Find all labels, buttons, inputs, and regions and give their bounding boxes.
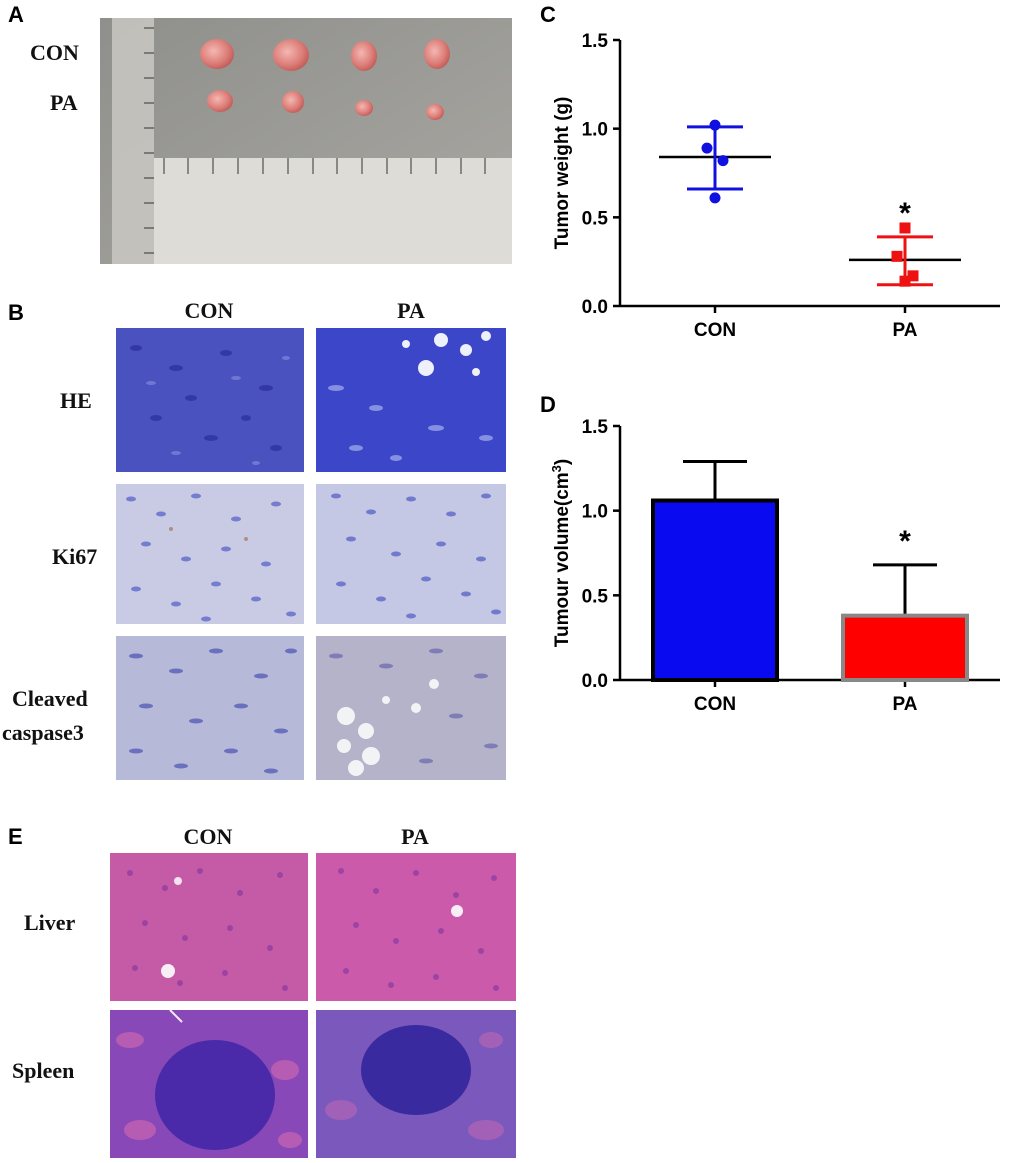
chart-d-bar-con — [651, 498, 779, 682]
panel-a-row-label-pa: PA — [50, 90, 78, 115]
micrograph-spleen-con — [110, 1010, 308, 1158]
vertical-ruler — [112, 18, 154, 264]
panel-letter-c: C — [540, 2, 556, 27]
chart-c-y-tick-label: 0.5 — [582, 208, 609, 229]
chart-c-point-pa — [899, 275, 911, 287]
chart-d-y-tick-label: 1.5 — [582, 417, 609, 438]
micrograph-liver-con — [110, 853, 308, 1001]
chart-d-y-tick-label: 1.0 — [582, 502, 608, 523]
chart-c-point-pa — [899, 222, 911, 234]
chart-d-y-axis-label-close: ) — [552, 459, 573, 465]
chart-c-point-con — [717, 155, 729, 167]
tumor-pa-4 — [426, 104, 444, 120]
panel-b-row-label-he: HE — [60, 388, 92, 413]
chart-c-y-tick-label: 0.0 — [582, 297, 608, 318]
panel-letter-b: B — [8, 300, 24, 325]
micrograph-spleen-pa — [316, 1010, 516, 1158]
chart-c-tumor-weight: 0.0 0.5 1.0 1.5 CON PA Tumor weight (g) * — [552, 31, 1000, 341]
panel-b-row-label-cleaved-1: Cleaved — [12, 686, 88, 711]
chart-c-y-axis-label: Tumor weight (g) — [552, 97, 573, 250]
panel-b-col-label-con: CON — [184, 298, 234, 323]
chart-c-point-con — [709, 192, 721, 204]
chart-c-x-tick-label: CON — [694, 320, 736, 341]
tumor-pa-3 — [355, 100, 373, 116]
chart-d-y-axis-label: Tumour volume(cm3) — [549, 459, 574, 647]
chart-c-y-tick-label: 1.0 — [582, 120, 608, 141]
tumor-photo-svg — [100, 18, 512, 264]
chart-d-significance-asterisk: * — [899, 525, 911, 558]
panel-a-row-label-con: CON — [30, 40, 79, 65]
panel-letter-e: E — [8, 824, 23, 849]
chart-c-y-tick-label: 1.5 — [582, 31, 609, 52]
panel-b-row-label-cleaved-2: caspase3 — [2, 720, 84, 745]
chart-d-x-tick-label: CON — [694, 694, 736, 715]
panel-letter-d: D — [540, 392, 556, 417]
tumor-con-2 — [273, 39, 309, 71]
tumor-con-3 — [351, 41, 377, 71]
chart-d-y-axis-label-superscript: 3 — [549, 465, 564, 472]
panel-e-col-label-pa: PA — [401, 824, 429, 849]
micrograph-caspase-pa — [316, 636, 506, 780]
chart-d-x-tick-label: PA — [893, 694, 918, 715]
horizontal-ruler — [154, 158, 512, 264]
panel-letter-a: A — [8, 2, 24, 27]
panel-e-row-label-liver: Liver — [24, 910, 76, 935]
tumor-con-4 — [424, 39, 450, 69]
panel-b-col-label-pa: PA — [397, 298, 425, 323]
chart-d-tumour-volume: 0.0 0.5 1.0 1.5 CON PA Tumour volume(cm3) * — [549, 417, 1000, 715]
micrograph-he-pa — [316, 328, 506, 472]
chart-c-x-tick-label: PA — [893, 320, 918, 341]
chart-d-y-tick-label: 0.0 — [582, 671, 608, 692]
tumor-photo — [100, 18, 512, 264]
micrograph-ki67-pa — [316, 484, 506, 624]
tumor-pa-1 — [207, 90, 233, 112]
chart-c-significance-asterisk: * — [899, 197, 911, 230]
chart-d-y-tick-label: 0.5 — [582, 586, 609, 607]
micrograph-he-con — [116, 328, 304, 472]
chart-c-point-pa — [891, 250, 903, 262]
chart-c-point-con — [701, 142, 713, 154]
chart-c-point-pa — [907, 270, 919, 282]
tumor-con-1 — [200, 39, 234, 69]
tumor-pa-2 — [282, 91, 304, 113]
chart-c-point-con — [709, 119, 721, 131]
micrograph-ki67-con — [116, 484, 304, 624]
panel-e-col-label-con: CON — [183, 824, 233, 849]
chart-d-bar-pa — [841, 613, 969, 682]
micrograph-liver-pa — [316, 853, 516, 1001]
micrograph-caspase-con — [116, 636, 304, 780]
panel-e-row-label-spleen: Spleen — [12, 1058, 75, 1083]
panel-b-row-label-ki67: Ki67 — [52, 544, 98, 569]
